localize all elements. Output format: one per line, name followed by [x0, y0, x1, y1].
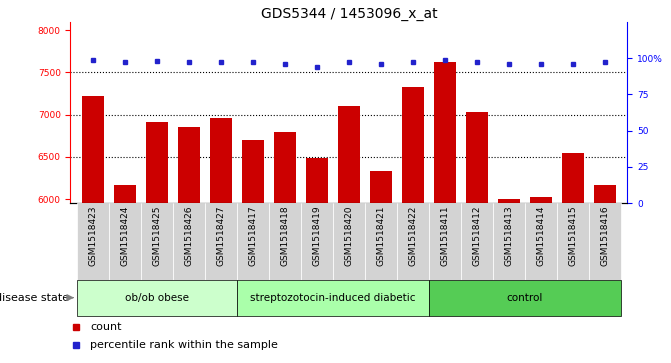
Bar: [173, 203, 205, 280]
Bar: [274, 131, 296, 203]
Text: GSM1518420: GSM1518420: [344, 205, 354, 266]
Bar: [429, 203, 461, 280]
Text: GSM1518413: GSM1518413: [505, 205, 513, 266]
Bar: [429, 280, 621, 316]
Text: GSM1518424: GSM1518424: [120, 205, 130, 266]
Bar: [338, 106, 360, 203]
Bar: [525, 203, 557, 280]
Text: GSM1518425: GSM1518425: [152, 205, 161, 266]
Bar: [562, 154, 584, 203]
Bar: [237, 280, 429, 316]
Text: GSM1518415: GSM1518415: [568, 205, 578, 266]
Bar: [178, 127, 200, 203]
Bar: [301, 203, 333, 280]
Bar: [242, 140, 264, 203]
Title: GDS5344 / 1453096_x_at: GDS5344 / 1453096_x_at: [260, 7, 437, 21]
Bar: [237, 203, 269, 280]
Bar: [209, 118, 232, 203]
Text: GSM1518418: GSM1518418: [280, 205, 289, 266]
Text: GSM1518416: GSM1518416: [601, 205, 609, 266]
Text: percentile rank within the sample: percentile rank within the sample: [90, 340, 278, 350]
Text: GSM1518411: GSM1518411: [440, 205, 450, 266]
Text: count: count: [90, 322, 121, 333]
Bar: [146, 122, 168, 203]
Bar: [466, 112, 488, 203]
Bar: [498, 199, 520, 203]
Bar: [113, 185, 136, 203]
Bar: [402, 87, 424, 203]
Bar: [77, 280, 237, 316]
Text: ob/ob obese: ob/ob obese: [125, 293, 189, 303]
Text: disease state: disease state: [0, 293, 69, 303]
Bar: [205, 203, 237, 280]
Text: GSM1518423: GSM1518423: [89, 205, 97, 266]
Bar: [77, 203, 109, 280]
Bar: [269, 203, 301, 280]
Bar: [365, 203, 397, 280]
Text: GSM1518412: GSM1518412: [472, 205, 482, 266]
Bar: [530, 197, 552, 203]
Bar: [82, 96, 104, 203]
Text: GSM1518417: GSM1518417: [248, 205, 258, 266]
Bar: [594, 185, 616, 203]
Bar: [461, 203, 493, 280]
Bar: [141, 203, 173, 280]
Text: GSM1518419: GSM1518419: [313, 205, 321, 266]
Bar: [493, 203, 525, 280]
Bar: [306, 158, 328, 203]
Text: streptozotocin-induced diabetic: streptozotocin-induced diabetic: [250, 293, 415, 303]
Text: GSM1518421: GSM1518421: [376, 205, 385, 266]
Bar: [333, 203, 365, 280]
Bar: [433, 62, 456, 203]
Text: control: control: [507, 293, 543, 303]
Text: GSM1518426: GSM1518426: [185, 205, 193, 266]
Bar: [109, 203, 141, 280]
Text: GSM1518422: GSM1518422: [409, 205, 417, 266]
Bar: [589, 203, 621, 280]
Text: GSM1518427: GSM1518427: [216, 205, 225, 266]
Bar: [397, 203, 429, 280]
Bar: [557, 203, 589, 280]
Text: GSM1518414: GSM1518414: [537, 205, 546, 266]
Bar: [370, 171, 392, 203]
